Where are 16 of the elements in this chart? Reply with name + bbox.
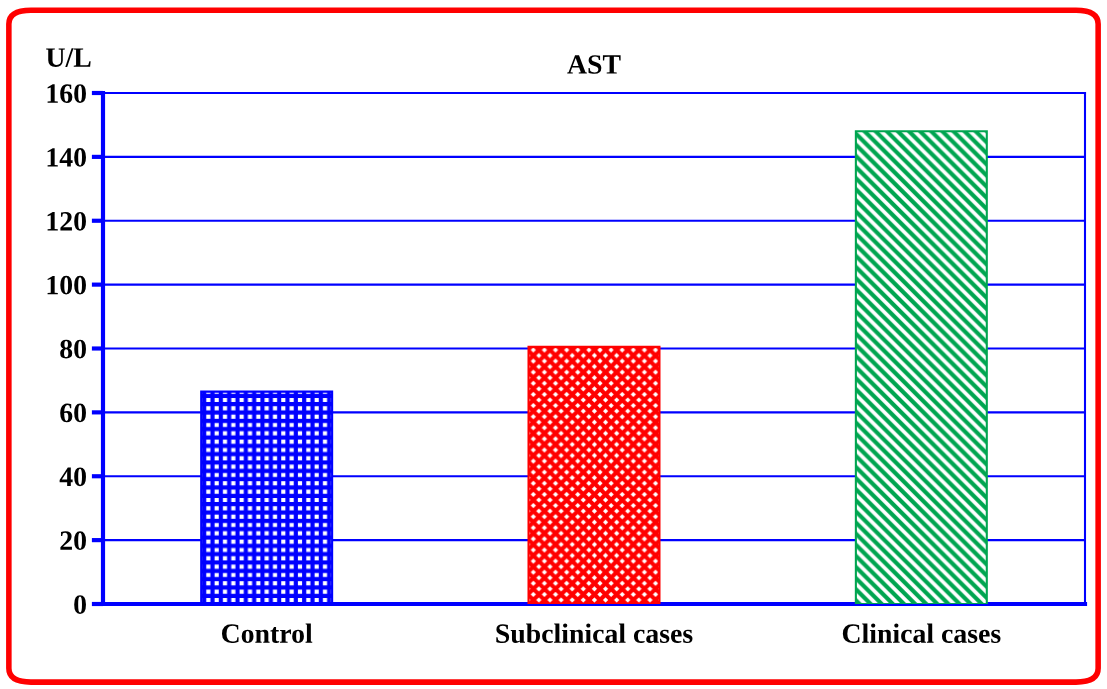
y-tick-label: 60 (60, 403, 86, 423)
y-tick-label: 40 (59, 467, 86, 487)
x-tick-label: Control (221, 623, 313, 643)
y-tick-label: 0 (74, 595, 86, 614)
x-tick-label: Subclinical cases (496, 623, 693, 644)
y-tick-label: 120 (47, 211, 86, 231)
y-tick-label: 160 (47, 84, 86, 103)
bar (854, 130, 988, 604)
chart-title: AST (567, 55, 621, 74)
y-tick-label: 80 (60, 339, 86, 359)
y-tick-label: 140 (47, 148, 86, 167)
y-tick-label: 100 (47, 275, 86, 295)
y-tick-label: 20 (60, 531, 86, 551)
bar (527, 345, 661, 604)
y-axis-title: U/L (46, 48, 91, 67)
x-tick-label: Clinical cases (842, 623, 1001, 643)
